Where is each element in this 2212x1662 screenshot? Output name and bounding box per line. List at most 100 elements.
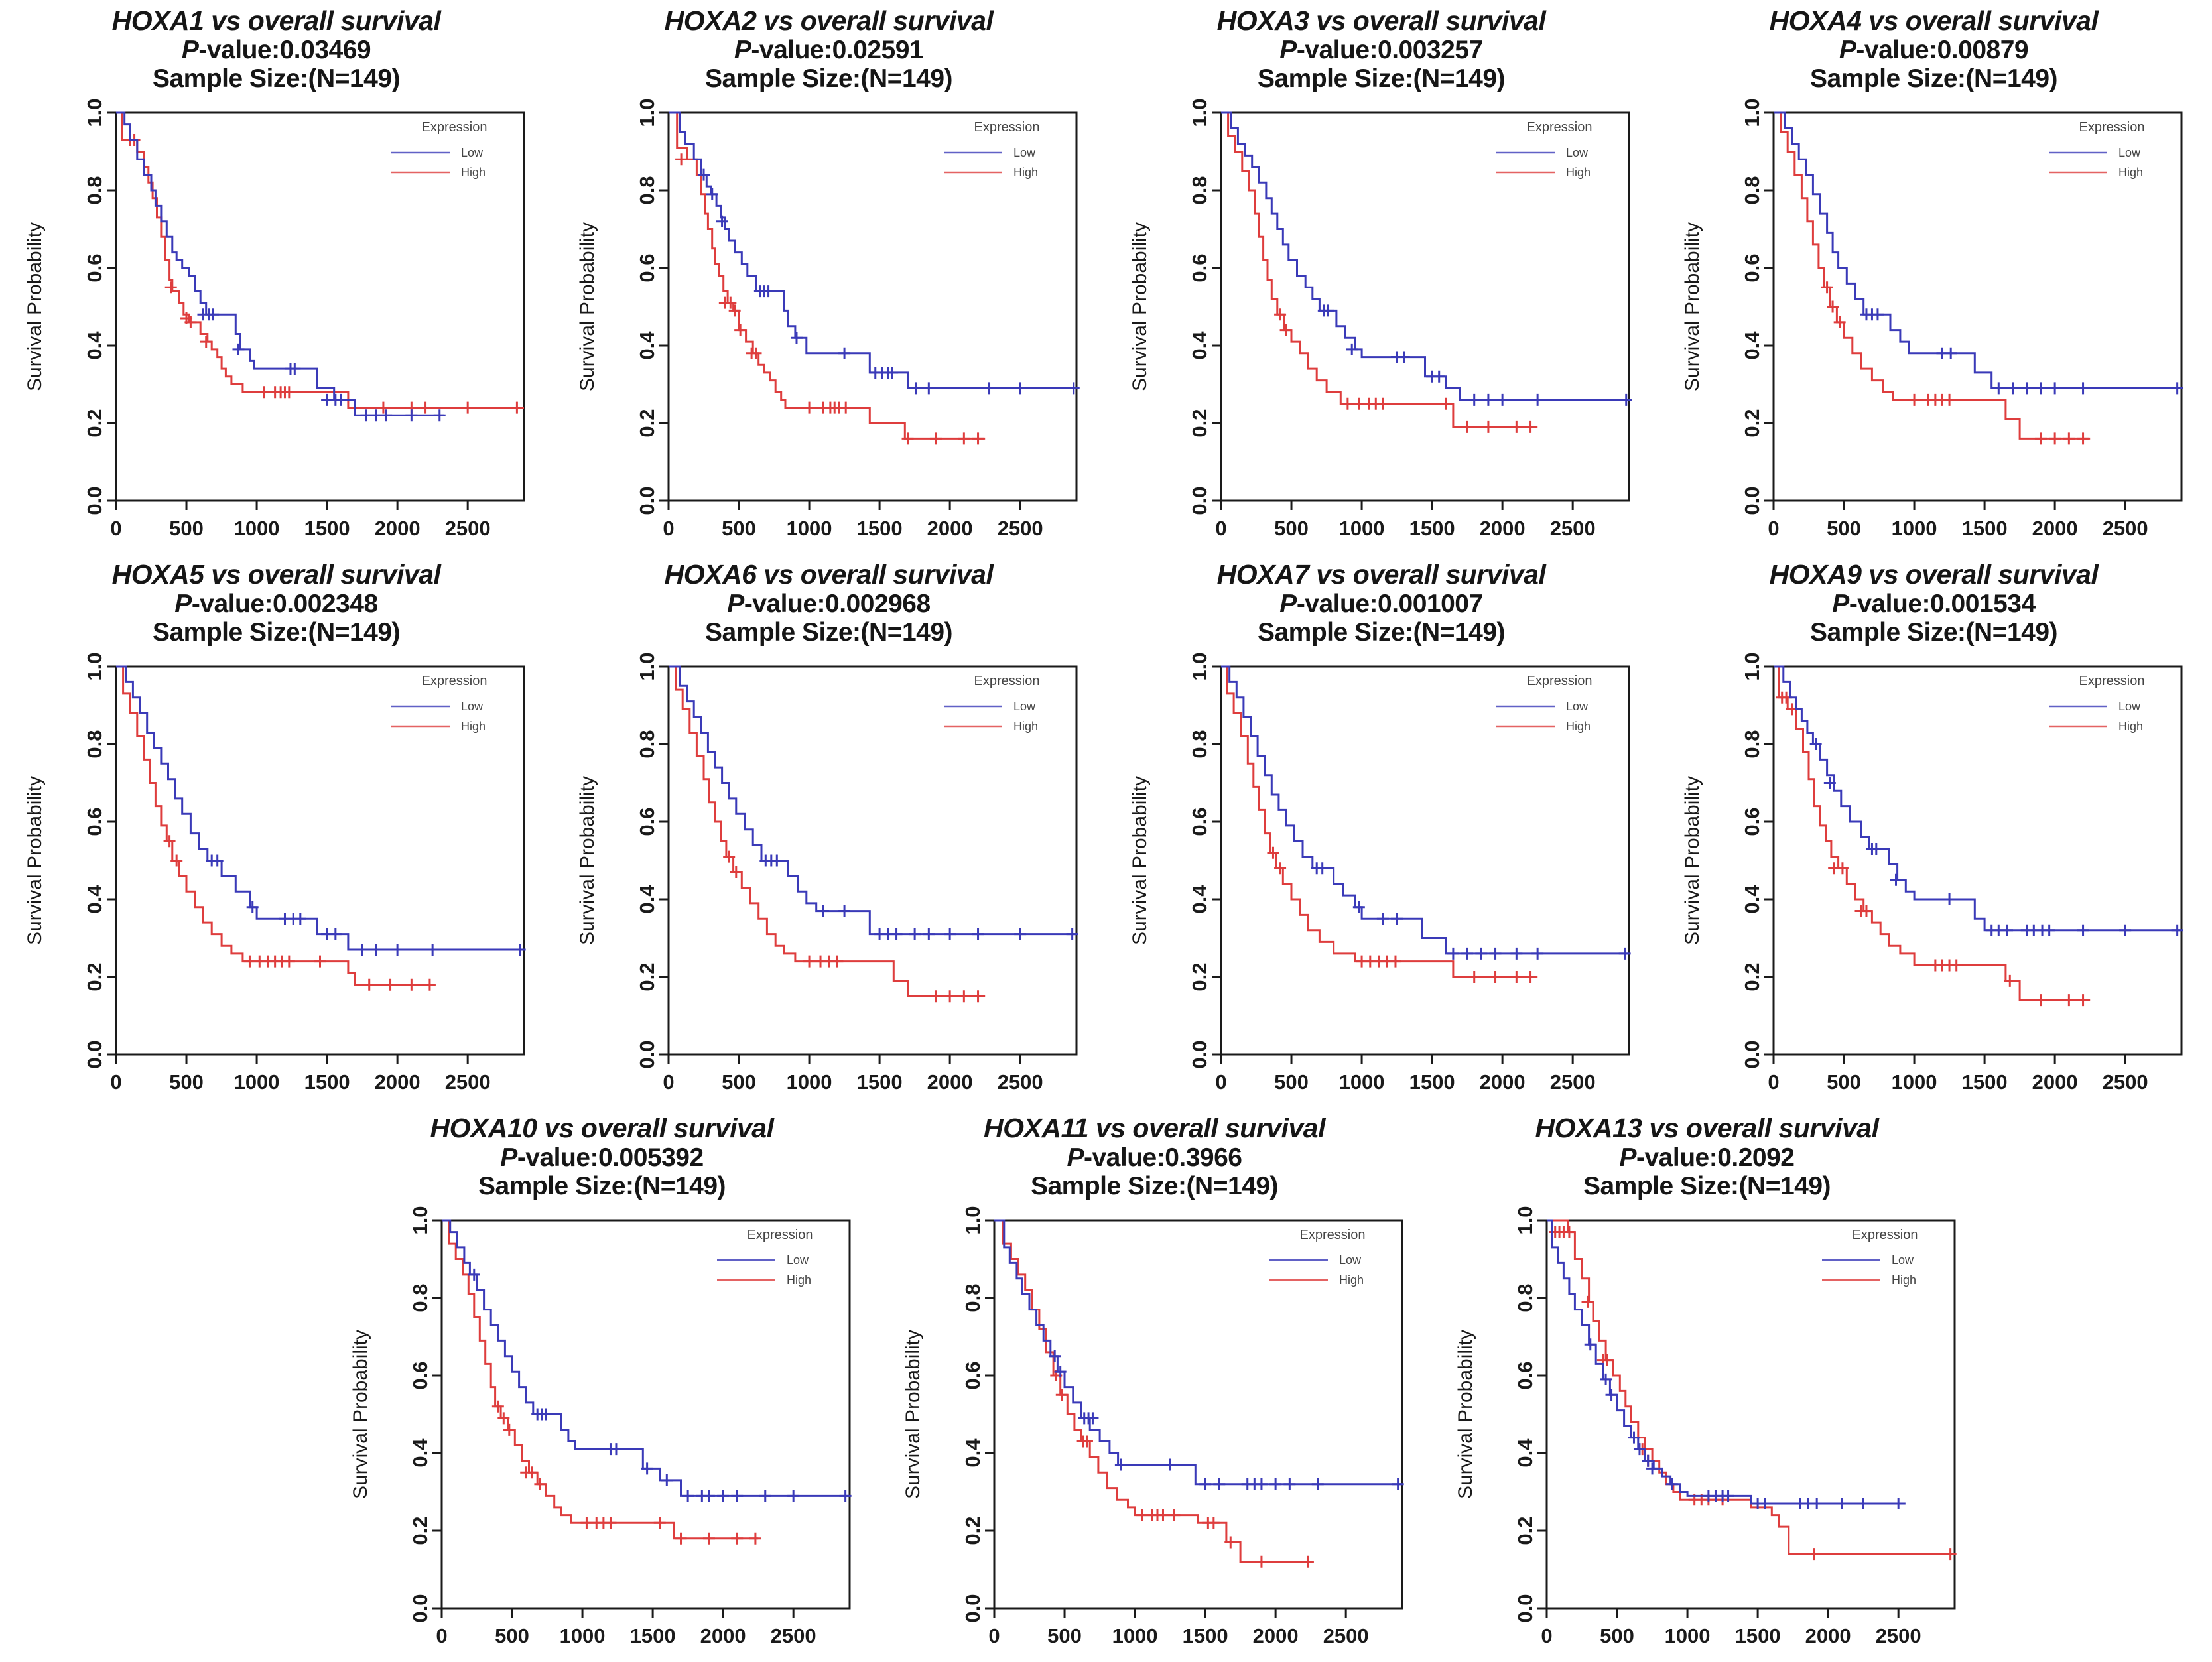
y-axis-title: Survival Probability [1129,222,1151,391]
x-tick-label: 1000 [1339,517,1385,540]
x-axis-title: Time (Days) [1693,1659,1808,1661]
y-axis: 0.0 0.2 0.4 0.6 0.8 1.0 [635,98,669,515]
legend-label-high: High [1566,166,1591,179]
sample-size-label: Sample Size:(N=149) [1030,1172,1279,1200]
y-tick-label: 0.2 [1514,1516,1537,1545]
survival-curve-low [994,1219,1404,1490]
sample-size-label: Sample Size:(N=149) [1809,64,2058,93]
y-tick-label: 0.6 [635,253,659,282]
x-axis-title: Time (Days) [1920,551,2035,554]
x-tick-label: 500 [1274,1070,1309,1094]
km-step-line-high [669,665,986,997]
censor-marks-low [759,854,1078,940]
y-tick-label: 0.4 [635,885,659,914]
y-axis: 0.0 0.2 0.4 0.6 0.8 1.0 [635,652,669,1069]
survival-curve-high [1774,665,2091,1007]
censor-marks-low [206,854,526,956]
y-tick-label: 0.2 [635,409,659,437]
y-tick-label: 0.2 [83,409,106,437]
x-tick-label: 0 [1541,1624,1552,1647]
pvalue-label: P-value:0.005392 [500,1143,704,1172]
x-tick-label: 1500 [1735,1624,1781,1647]
km-step-line-low [1547,1219,1906,1505]
y-tick-label: 0.8 [83,176,106,204]
y-axis: 0.0 0.2 0.4 0.6 0.8 1.0 [1514,1206,1547,1623]
x-tick-label: 0 [988,1624,1000,1647]
survival-curve-high [994,1219,1314,1568]
legend-title: Expression [1853,1228,1918,1242]
km-step-line-low [994,1219,1402,1486]
x-tick-label: 2000 [2032,1070,2078,1094]
x-tick-label: 500 [169,517,204,540]
x-axis: 0 500 1000 1500 2000 2500 [663,501,1043,540]
x-tick-label: 0 [663,1070,674,1094]
legend-title: Expression [1300,1228,1366,1242]
plot-row-2: HOXA5 vs overall survival P-value:0.00234… [0,554,2212,1108]
km-plot-canvas: 0.0 0.2 0.4 0.6 0.8 1.0 0 500 1000 1500 2000 2500 Ti… [1681,652,2183,1108]
y-tick-label: 0.2 [635,962,659,991]
x-tick-label: 1500 [1962,1070,2008,1094]
censor-marks-high [1821,281,2089,445]
x-tick-label: 2500 [2103,517,2148,540]
y-tick-label: 1.0 [635,98,659,127]
plot-row-1: HOXA1 vs overall survival P-value:0.03469… [0,0,2212,554]
x-tick-label: 2000 [375,1070,421,1094]
legend-label-high: High [2118,720,2143,733]
y-axis: 0.0 0.2 0.4 0.6 0.8 1.0 [1740,652,1774,1069]
km-plot-HOXA9: HOXA9 vs overall survival P-value:0.00153… [1658,554,2210,1108]
y-tick-label: 1.0 [1188,652,1211,680]
survival-curve-low [1547,1219,1906,1510]
legend-label-high: High [2118,166,2143,179]
legend: Expression Low High [1496,120,1592,179]
y-tick-label: 0.6 [961,1361,984,1389]
x-axis: 0 500 1000 1500 2000 2500 [110,1055,491,1094]
km-step-line-low [1774,665,2181,932]
x-tick-label: 2500 [771,1624,816,1647]
km-plot-canvas: 0.0 0.2 0.4 0.6 0.8 1.0 0 500 1000 1500 2000 2500 Ti… [1681,98,2183,554]
censor-marks-low [1809,738,2183,936]
sample-size-label: Sample Size:(N=149) [152,64,401,93]
km-plot-HOXA3: HOXA3 vs overall survival P-value:0.00325… [1105,0,1658,554]
plot-box [993,1219,1403,1610]
censor-marks-low [197,308,446,422]
km-plot-HOXA4: HOXA4 vs overall survival P-value:0.00879… [1658,0,2210,554]
x-tick-label: 0 [1768,1070,1779,1094]
y-tick-label: 0.0 [1514,1594,1537,1622]
y-tick-label: 0.0 [83,1040,106,1068]
y-tick-label: 0.4 [635,331,659,360]
y-axis-title: Survival Probability [902,1330,924,1499]
pvalue-label: P-value:0.03469 [181,36,371,64]
survival-curve-high [1547,1219,1957,1561]
x-tick-label: 1500 [304,517,350,540]
y-axis: 0.0 0.2 0.4 0.6 0.8 1.0 [409,1206,442,1623]
y-tick-label: 0.4 [83,331,106,360]
pvalue-italic-p: P [734,36,751,64]
survival-curve-low [669,111,1080,395]
x-tick-label: 2000 [2032,517,2078,540]
x-tick-label: 1500 [857,517,903,540]
plot-title: HOXA13 vs overall survival [1535,1113,1879,1143]
legend-label-low: Low [2118,146,2141,159]
censor-marks-low [1317,304,1632,406]
sample-size-label: Sample Size:(N=149) [1257,64,1506,93]
plot-title: HOXA2 vs overall survival [664,5,994,36]
km-plot-canvas: 0.0 0.2 0.4 0.6 0.8 1.0 0 500 1000 1500 2000 2500 Ti… [576,98,1080,554]
y-tick-label: 1.0 [635,652,659,680]
y-axis-title: Survival Probability [350,1330,371,1499]
x-tick-label: 2500 [445,1070,491,1094]
y-axis: 0.0 0.2 0.4 0.6 0.8 1.0 [83,652,116,1069]
plot-box [667,111,1078,502]
km-plot-HOXA1: HOXA1 vs overall survival P-value:0.03469… [0,0,553,554]
y-tick-label: 0.0 [1740,486,1764,515]
y-tick-label: 0.6 [1740,807,1764,836]
x-tick-label: 1500 [630,1624,676,1647]
x-tick-label: 500 [1600,1624,1634,1647]
legend-label-high: High [1013,166,1038,179]
y-tick-label: 0.6 [1514,1361,1537,1389]
y-tick-label: 0.6 [409,1361,432,1389]
y-tick-label: 0.2 [83,962,106,991]
survival-curve-high [1221,665,1538,983]
legend: Expression Low High [2049,120,2144,179]
y-tick-label: 0.2 [1188,409,1211,437]
x-axis: 0 500 1000 1500 2000 2500 [1215,501,1596,540]
